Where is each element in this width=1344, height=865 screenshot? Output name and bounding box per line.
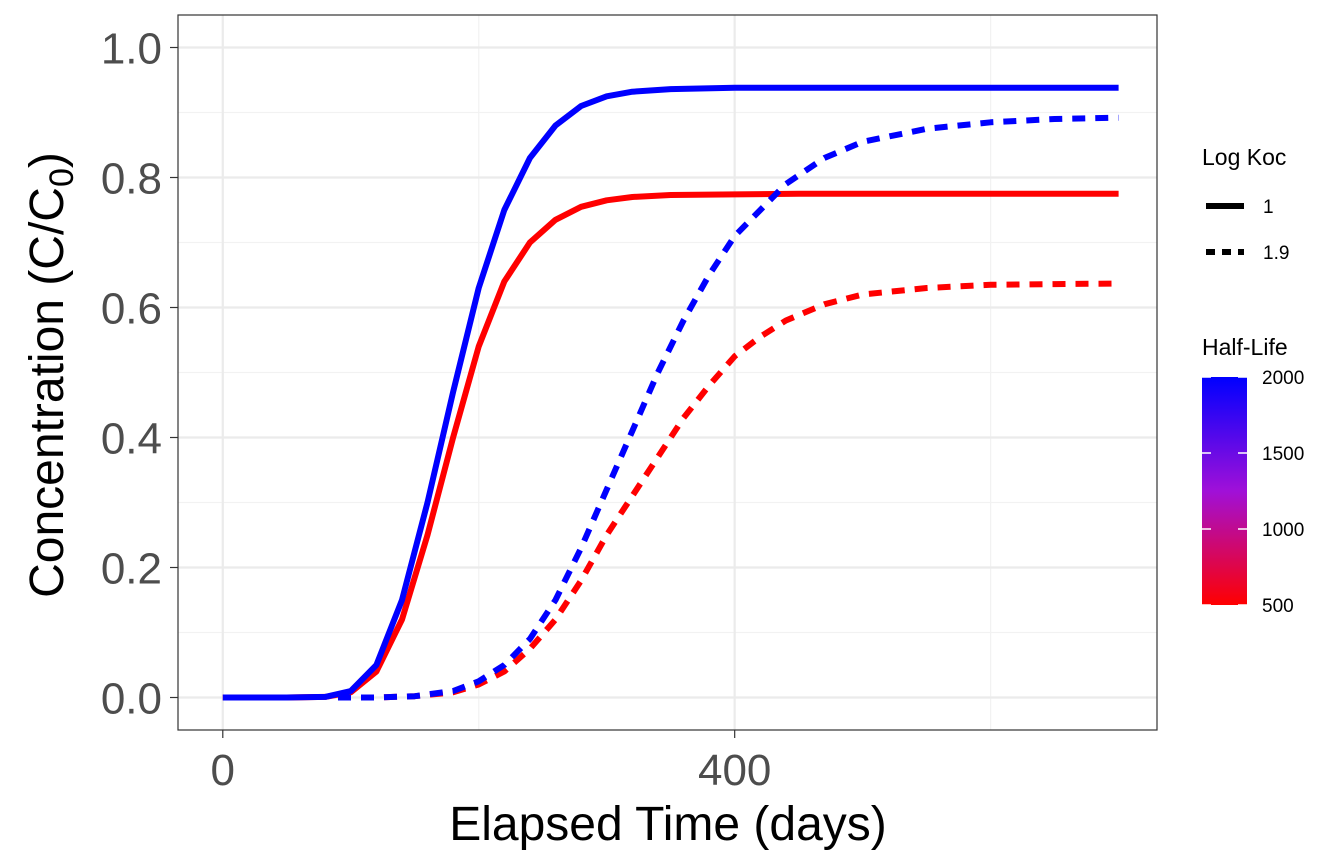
legend-label-dashed: 1.9 (1263, 243, 1289, 264)
x-axis-title: Elapsed Time (days) (449, 798, 887, 851)
y-tick-label: 0.6 (101, 285, 162, 334)
colorbar-tick-label: 2000 (1262, 368, 1304, 389)
half-life-colorbar (1202, 377, 1247, 605)
grid-major (178, 15, 1157, 730)
y-tick-label: 1.0 (101, 25, 162, 74)
plot-panel (177, 14, 1158, 731)
series-lines (222, 84, 1119, 701)
y-tick-label: 0.4 (101, 415, 162, 464)
series-line-logkoc-1-halflife-2000 (222, 84, 1119, 701)
y-axis-title-main: Concentration (C/C (21, 187, 74, 598)
y-axis-title: Concentration (C/C0) (21, 152, 81, 598)
colorbar-tick-label: 1500 (1262, 444, 1304, 465)
legend-label-solid: 1 (1263, 197, 1274, 218)
y-axis-title-end: ) (21, 152, 74, 168)
grid-minor (178, 15, 1157, 730)
y-axis: 0.0 0.2 0.4 0.6 0.8 1.0 (101, 25, 178, 724)
y-tick-label: 0.0 (101, 675, 162, 724)
x-tick-label: 400 (698, 746, 771, 795)
legend-log-koc-title: Log Koc (1202, 144, 1286, 170)
legend-half-life-title: Half-Life (1202, 334, 1288, 360)
colorbar-tick-label: 1000 (1262, 520, 1304, 541)
colorbar-ticks: 500 1000 1500 2000 (1202, 368, 1304, 617)
x-axis: 0 400 (211, 730, 771, 795)
legend-log-koc: Log Koc 1 1.9 (1202, 144, 1289, 264)
legend-half-life: Half-Life 500 1000 1500 2000 (1202, 334, 1304, 617)
colorbar-tick-label: 500 (1262, 596, 1294, 617)
x-tick-label: 0 (211, 746, 235, 795)
panel-border (177, 14, 1158, 731)
y-tick-label: 0.8 (101, 155, 162, 204)
y-axis-title-subscript: 0 (43, 168, 81, 187)
y-tick-label: 0.2 (101, 545, 162, 594)
